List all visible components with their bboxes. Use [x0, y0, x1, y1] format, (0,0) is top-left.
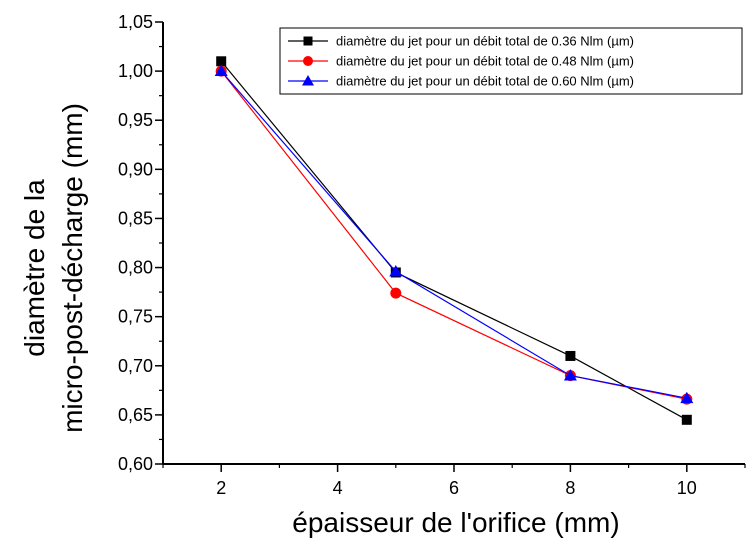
y-tick-label: 0,80 [118, 258, 153, 278]
triangle-marker [302, 75, 314, 86]
x-tick-label: 4 [333, 478, 343, 498]
legend-item: diamètre du jet pour un débit total de 0… [288, 54, 634, 69]
series-1 [216, 56, 692, 425]
y-tick-label: 0,65 [118, 405, 153, 425]
y-axis-label-line1: diamètre de la [19, 179, 50, 357]
series-layer [214, 56, 694, 425]
series-line [220, 70, 687, 399]
triangle-marker [389, 264, 403, 277]
x-axis-label: épaisseur de l'orifice (mm) [292, 507, 619, 538]
square-marker [681, 414, 692, 425]
legend-item: diamètre du jet pour un débit total de 0… [288, 74, 634, 89]
legend: diamètre du jet pour un débit total de 0… [279, 27, 743, 95]
y-tick-label: 1,05 [118, 12, 153, 32]
triangle-marker [563, 369, 577, 381]
square-marker [303, 36, 313, 46]
y-axis-label-line2: micro-post-décharge (mm) [57, 103, 88, 433]
series-line [220, 70, 687, 400]
series-2 [215, 65, 693, 405]
x-ticks: 2 4 6 8 10 [162, 464, 746, 498]
y-tick-label: 0,70 [118, 356, 153, 376]
x-tick-label: 2 [216, 478, 226, 498]
legend-box [279, 27, 743, 95]
legend-label: diamètre du jet pour un débit total de 0… [336, 34, 634, 49]
y-tick-label: 0,90 [118, 159, 153, 179]
series-3 [214, 64, 694, 404]
y-ticks: 0,60 0,65 0,70 0,75 0,80 0,85 0,90 0,95 1,00 1,05 [118, 12, 163, 474]
y-tick-label: 0,85 [118, 208, 153, 228]
square-marker [216, 56, 227, 67]
x-tick-label: 10 [677, 478, 697, 498]
legend-item: diamètre du jet pour un débit total de 0… [288, 34, 634, 49]
legend-label: diamètre du jet pour un débit total de 0… [336, 54, 634, 69]
circle-marker [390, 287, 402, 299]
triangle-marker [680, 391, 694, 404]
triangle-marker [214, 64, 228, 76]
y-tick-label: 1,00 [118, 61, 153, 81]
square-marker [565, 350, 576, 361]
y-tick-label: 0,75 [118, 307, 153, 327]
x-tick-label: 6 [449, 478, 459, 498]
x-tick-label: 8 [565, 478, 575, 498]
circle-marker [303, 56, 313, 66]
y-tick-label: 0,95 [118, 110, 153, 130]
y-tick-label: 0,60 [118, 454, 153, 474]
series-line [220, 60, 688, 421]
legend-label: diamètre du jet pour un débit total de 0… [336, 74, 634, 89]
